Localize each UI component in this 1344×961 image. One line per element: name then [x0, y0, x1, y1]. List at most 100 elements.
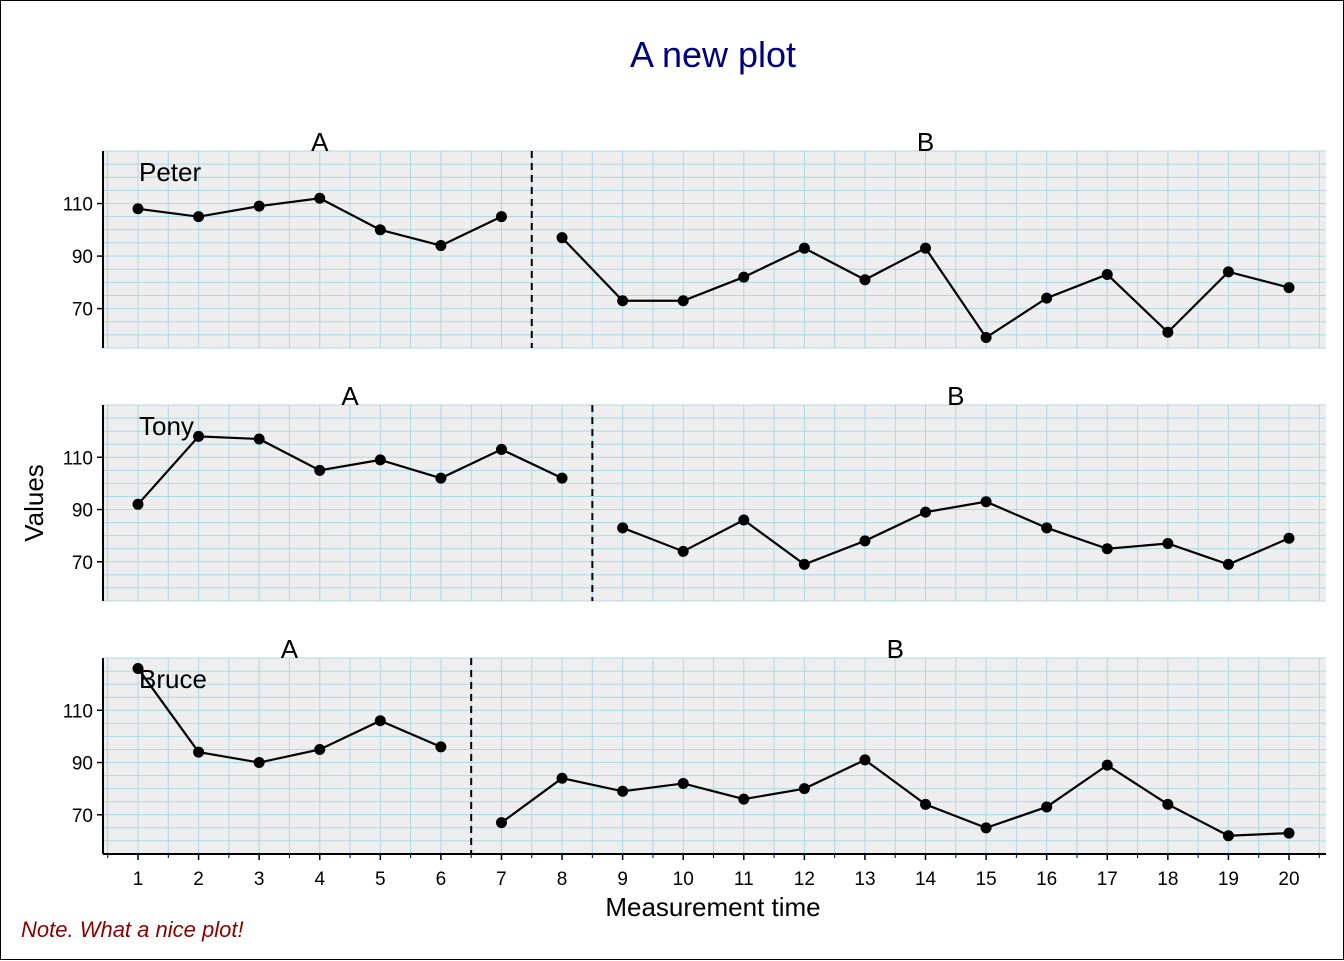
phase-label-a: A — [281, 634, 299, 664]
data-point — [677, 777, 689, 789]
x-tick-label: 4 — [314, 869, 325, 890]
data-point — [920, 798, 932, 810]
x-tick-label: 5 — [375, 869, 386, 890]
data-point — [1041, 801, 1053, 813]
data-point — [738, 514, 750, 526]
data-point — [435, 741, 447, 753]
case-name-label: Tony — [139, 411, 194, 441]
data-point — [738, 793, 750, 805]
panel-background — [103, 658, 1326, 854]
x-tick-label: 3 — [254, 869, 265, 890]
data-point — [374, 224, 386, 236]
data-point — [1222, 558, 1234, 570]
y-tick-label: 70 — [72, 806, 93, 827]
data-point — [798, 242, 810, 254]
phase-label-b: B — [947, 381, 964, 411]
data-point — [980, 496, 992, 508]
data-point — [495, 443, 507, 455]
data-point — [495, 211, 507, 223]
x-tick-label: 6 — [436, 869, 447, 890]
x-tick-label: 8 — [557, 869, 568, 890]
data-point — [1041, 522, 1053, 534]
data-point — [253, 433, 265, 445]
phase-label-a: A — [311, 127, 329, 157]
x-tick-label: 9 — [617, 869, 628, 890]
data-point — [314, 192, 326, 204]
panel-tony: 70 90 110 A B Tony — [63, 381, 1326, 602]
data-point — [859, 274, 871, 286]
data-point — [798, 783, 810, 795]
data-point — [1162, 538, 1174, 550]
data-point — [193, 430, 205, 442]
data-point — [314, 464, 326, 476]
data-point — [374, 715, 386, 727]
panel-bruce: 70 90 110 A B Bruce — [63, 634, 1326, 855]
x-tick-label: 14 — [915, 869, 937, 890]
series-line-phase-a — [137, 667, 442, 764]
data-point — [556, 472, 568, 484]
data-point — [495, 817, 507, 829]
x-tick-label: 7 — [496, 869, 507, 890]
x-tick-label: 18 — [1157, 869, 1178, 890]
data-point — [798, 558, 810, 570]
data-point — [193, 211, 205, 223]
data-point — [1041, 292, 1053, 304]
data-point — [859, 754, 871, 766]
data-point — [132, 662, 144, 674]
y-tick-label: 110 — [63, 195, 93, 216]
data-point — [859, 535, 871, 547]
data-point — [435, 472, 447, 484]
case-name-label: Bruce — [139, 664, 207, 694]
series-line-phase-b — [622, 500, 1290, 566]
data-point — [1101, 759, 1113, 771]
data-point — [556, 772, 568, 784]
y-tick-label: 110 — [63, 701, 93, 722]
data-point — [1222, 266, 1234, 278]
data-point — [435, 240, 447, 252]
x-axis-label: Measurement time — [605, 892, 820, 922]
x-tick-label: 10 — [673, 869, 694, 890]
chart-title: A new plot — [630, 34, 796, 75]
data-point — [1162, 326, 1174, 338]
data-point — [980, 822, 992, 834]
data-point — [556, 232, 568, 244]
chart-note: Note. What a nice plot! — [21, 917, 244, 942]
x-tick-label: 15 — [976, 869, 997, 890]
data-point — [132, 203, 144, 215]
panel-background — [103, 151, 1326, 348]
x-tick-label: 16 — [1036, 869, 1057, 890]
y-tick-label: 90 — [72, 754, 93, 775]
data-point — [920, 506, 932, 518]
y-tick-label: 90 — [72, 501, 93, 522]
data-point — [193, 746, 205, 758]
y-tick-label: 110 — [63, 448, 93, 469]
data-point — [1101, 268, 1113, 280]
x-tick-label: 1 — [133, 869, 144, 890]
data-point — [677, 545, 689, 557]
data-point — [617, 295, 629, 307]
data-point — [617, 522, 629, 534]
y-tick-label: 70 — [72, 300, 93, 321]
phase-label-b: B — [917, 127, 934, 157]
y-tick-label: 90 — [72, 247, 93, 268]
y-tick-label: 70 — [72, 553, 93, 574]
data-point — [1222, 830, 1234, 842]
x-tick-label: 20 — [1278, 869, 1299, 890]
data-point — [1283, 282, 1295, 294]
x-tick-label: 2 — [193, 869, 204, 890]
panel-background — [103, 405, 1326, 601]
data-point — [738, 271, 750, 283]
x-tick-label: 19 — [1218, 869, 1239, 890]
series-line-phase-b — [500, 758, 1290, 837]
phase-label-a: A — [341, 381, 359, 411]
case-name-label: Peter — [139, 157, 201, 187]
x-tick-label: 11 — [734, 869, 754, 890]
x-tick-label: 13 — [854, 869, 875, 890]
panel-peter: 70 90 110 A B Peter — [63, 127, 1326, 349]
phase-label-b: B — [887, 634, 904, 664]
data-point — [980, 331, 992, 343]
x-tick-label: 17 — [1097, 869, 1118, 890]
